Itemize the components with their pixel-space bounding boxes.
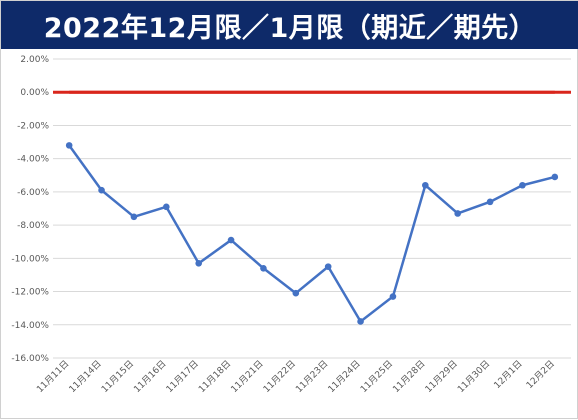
x-tick-label: 11月30日 bbox=[455, 358, 492, 395]
x-tick-label: 11月15日 bbox=[99, 358, 136, 395]
data-point bbox=[422, 181, 429, 189]
title-banner: 2022年12月限／1月限（期近／期先） bbox=[1, 1, 578, 49]
data-point bbox=[519, 181, 526, 189]
data-point bbox=[195, 260, 202, 267]
data-point bbox=[227, 236, 235, 244]
data-point bbox=[454, 210, 461, 217]
x-tick-label: 11月24日 bbox=[326, 358, 363, 395]
x-tick-label: 11月18日 bbox=[196, 358, 233, 395]
x-tick-label: 11月21日 bbox=[229, 358, 266, 395]
y-tick-label: -12.00% bbox=[11, 288, 49, 298]
x-tick-label: 12月2日 bbox=[524, 358, 557, 391]
y-tick-label: -10.00% bbox=[11, 254, 49, 264]
x-tick-label: 11月16日 bbox=[132, 358, 169, 395]
data-point bbox=[389, 293, 397, 300]
y-tick-label: -2.00% bbox=[17, 121, 49, 131]
x-tick-label: 11月25日 bbox=[358, 358, 395, 395]
x-axis-ticks: 11月11日11月14日11月15日11月16日11月17日11月18日11月2… bbox=[35, 358, 557, 395]
data-point bbox=[98, 186, 105, 194]
data-point bbox=[260, 265, 267, 272]
y-tick-label: 2.00% bbox=[20, 55, 49, 65]
x-tick-label: 11月29日 bbox=[423, 358, 460, 395]
data-point bbox=[324, 263, 332, 270]
x-tick-label: 11月28日 bbox=[391, 358, 428, 395]
y-tick-label: -6.00% bbox=[17, 188, 49, 198]
data-point bbox=[357, 318, 364, 325]
x-tick-label: 11月22日 bbox=[261, 358, 298, 395]
data-point bbox=[65, 142, 73, 149]
y-axis-ticks: 2.00% 0.00% -2.00% -4.00% -6.00% -8.00% -10.00… bbox=[11, 55, 49, 364]
data-point bbox=[292, 289, 300, 297]
y-tick-label: 0.00% bbox=[20, 88, 49, 98]
x-tick-label: 12月1日 bbox=[492, 358, 525, 391]
data-point bbox=[551, 173, 559, 181]
spread-series-line bbox=[68, 144, 556, 323]
chart-title: 2022年12月限／1月限（期近／期先） bbox=[43, 12, 537, 44]
x-tick-label: 11月23日 bbox=[294, 358, 331, 395]
series-layer bbox=[53, 90, 571, 325]
y-tick-label: -16.00% bbox=[11, 354, 49, 364]
data-point bbox=[486, 198, 494, 206]
y-tick-label: -14.00% bbox=[11, 321, 49, 331]
data-point bbox=[163, 203, 170, 211]
grid-lines bbox=[53, 58, 571, 359]
data-point bbox=[130, 213, 138, 221]
x-tick-label: 11月14日 bbox=[67, 358, 104, 395]
y-tick-label: -4.00% bbox=[17, 155, 49, 165]
y-tick-label: -8.00% bbox=[17, 221, 49, 231]
x-tick-label: 11月17日 bbox=[164, 358, 201, 395]
